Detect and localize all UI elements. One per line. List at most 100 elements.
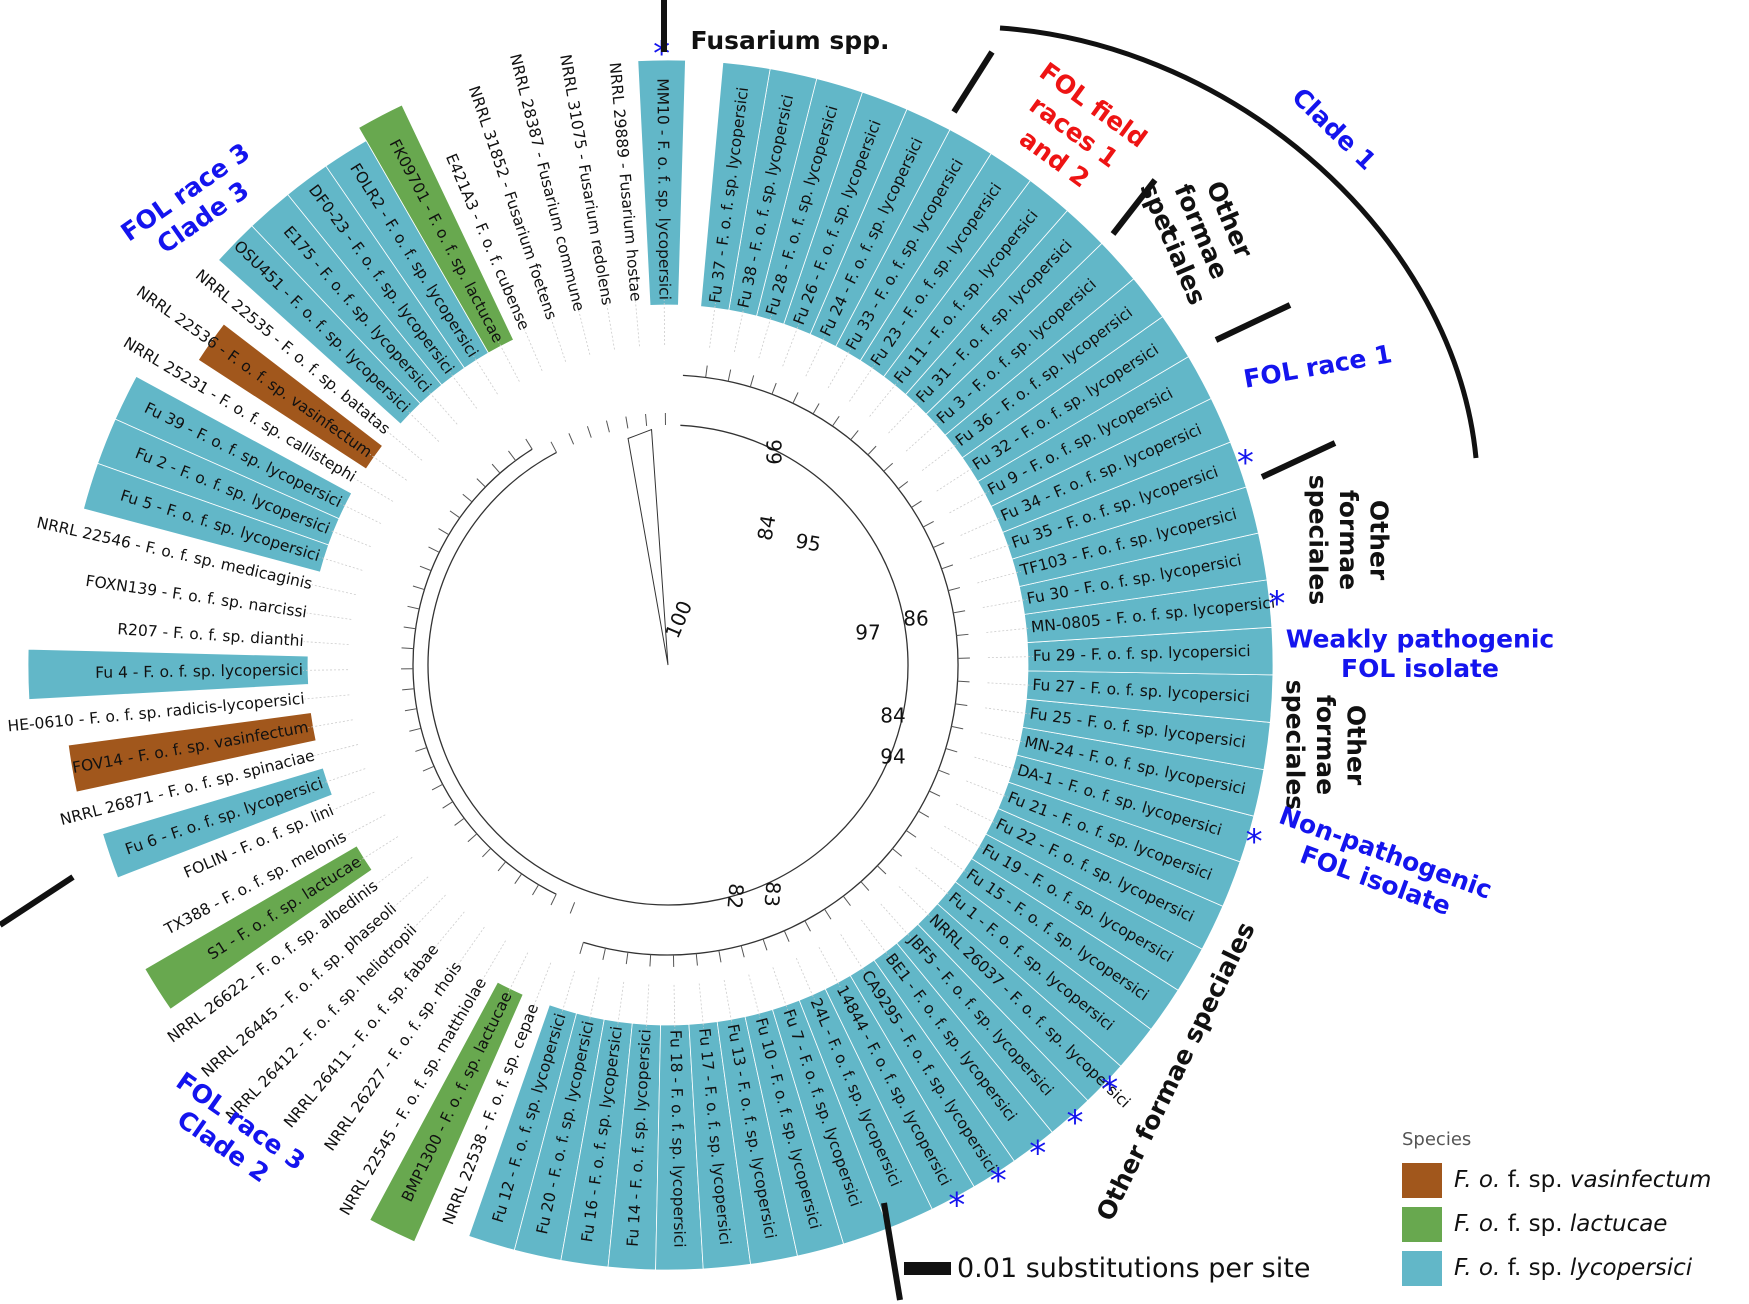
leaf-branch — [550, 441, 557, 453]
leaf-guide — [795, 957, 815, 1000]
tree-branches — [303, 300, 1033, 1030]
group-label: Otherformaespeciales — [1280, 680, 1370, 810]
leaf-guide — [340, 503, 382, 524]
leaf-branch — [860, 881, 870, 891]
leaf-branch — [415, 747, 427, 752]
leaf-guide — [709, 303, 716, 348]
leaf-branch — [892, 848, 903, 857]
leaf-branch — [625, 416, 629, 429]
leaf-branch — [407, 605, 420, 610]
leaf-branch — [454, 817, 465, 826]
group-label: Fusarium spp. — [691, 26, 890, 55]
sector-lactucae — [369, 981, 524, 1243]
leaf-guide — [406, 409, 440, 442]
leaf-label: NRRL 29889 - Fusarium hostae — [606, 62, 645, 303]
leaf-branch — [491, 463, 501, 474]
leaf-branch — [945, 747, 958, 753]
leaf-guide — [645, 984, 650, 1030]
bootstrap-values: 99 95 84 100 97 86 84 94 83 82 — [660, 439, 929, 910]
leaf-guide — [888, 400, 920, 434]
race3-arc — [583, 374, 959, 956]
star-marker: * — [1268, 584, 1285, 624]
leaf-branch — [649, 954, 652, 967]
leaf-guide — [578, 310, 591, 355]
leaf-branch — [749, 375, 755, 388]
leaf-branch — [438, 528, 450, 536]
leaf-branch — [792, 392, 799, 404]
leaf-guide — [840, 934, 866, 973]
bracket-tick — [1110, 178, 1158, 236]
leaf-guide — [673, 984, 676, 1030]
leaf-guide — [977, 571, 1021, 584]
leaf-branch — [482, 847, 492, 858]
leaf-branch — [586, 426, 592, 438]
leaf-guide — [949, 491, 990, 514]
group-label: Weakly pathogenic FOL isolate — [1286, 624, 1554, 683]
leaf-guide — [473, 355, 498, 395]
star-marker: * — [1101, 1070, 1118, 1110]
leaf-guide — [966, 780, 1009, 798]
leaf-guide — [782, 324, 800, 367]
leaf-guide — [960, 516, 1002, 536]
group-label: Clade 1 — [1286, 82, 1381, 176]
leaf-guide — [734, 307, 745, 353]
leaf-guide — [827, 348, 851, 389]
leaf-branch — [718, 950, 722, 963]
star-marker: * — [1067, 1103, 1084, 1143]
leaf-branch — [645, 413, 648, 426]
leaf-label: MM10 - F. o. f. sp. lycopersici — [653, 78, 673, 300]
leaf-guide — [413, 894, 446, 928]
leaf-guide — [758, 314, 772, 359]
leaf-guide — [308, 719, 353, 728]
leaf-branch — [449, 510, 461, 519]
leaf-guide — [449, 372, 478, 409]
leaf-guide — [880, 903, 912, 938]
sector-lactucae — [358, 104, 515, 354]
leaf-branch — [948, 587, 961, 592]
leaf-label: Fu 29 - F. o. f. sp. lycopersici — [1033, 642, 1251, 665]
leaf-guide — [354, 478, 394, 502]
leaf-branch — [428, 546, 440, 553]
leaf-guide — [986, 627, 1032, 633]
leaf-branch — [850, 430, 859, 441]
leaf-guide — [369, 453, 407, 481]
leaf-branch — [883, 462, 894, 472]
bootstrap-value: 82 — [722, 882, 748, 909]
leaf-guide — [394, 876, 429, 907]
leaf-branch — [550, 893, 557, 906]
leaf-label: R207 - F. o. f. sp. dianthi — [117, 620, 305, 650]
leaf-guide — [861, 919, 889, 957]
leaf-branch — [783, 930, 790, 942]
leaf-guide — [550, 319, 567, 362]
leaf-guide — [498, 341, 520, 382]
leaf-branch — [812, 403, 820, 415]
leaf-branch — [476, 478, 486, 488]
leaf-branch — [911, 500, 922, 508]
backbone-arc — [427, 424, 909, 906]
leaf-guide — [805, 335, 826, 377]
sector-lactucae — [144, 845, 373, 1010]
sector-lycopersici — [700, 62, 771, 311]
leaf-branch — [876, 865, 887, 875]
leaf-guide — [328, 529, 371, 547]
leaf-branch — [602, 948, 606, 960]
group-label: Otherformaespeciales — [1134, 154, 1268, 309]
leaf-guide — [956, 803, 997, 824]
leaf-guide — [507, 952, 529, 994]
group-label: FOL race 3Clade 2 — [153, 1066, 310, 1201]
leaf-guide — [944, 825, 984, 850]
bootstrap-value: 99 — [762, 439, 786, 464]
leaf-branch — [403, 626, 416, 630]
leaf-guide — [606, 305, 615, 350]
leaf-guide — [524, 329, 543, 371]
leaf-guide — [915, 867, 951, 897]
leaf-branch — [409, 727, 422, 732]
leaf-branch — [727, 369, 732, 382]
leaf-branch — [905, 829, 917, 838]
bootstrap-value: 86 — [903, 607, 928, 631]
legend-swatch-vasinfectum — [1402, 1162, 1442, 1198]
leaf-guide — [898, 886, 932, 918]
leaf-branch — [804, 920, 811, 932]
leaf-branch — [422, 765, 435, 772]
clade1-arc — [999, 25, 1479, 459]
